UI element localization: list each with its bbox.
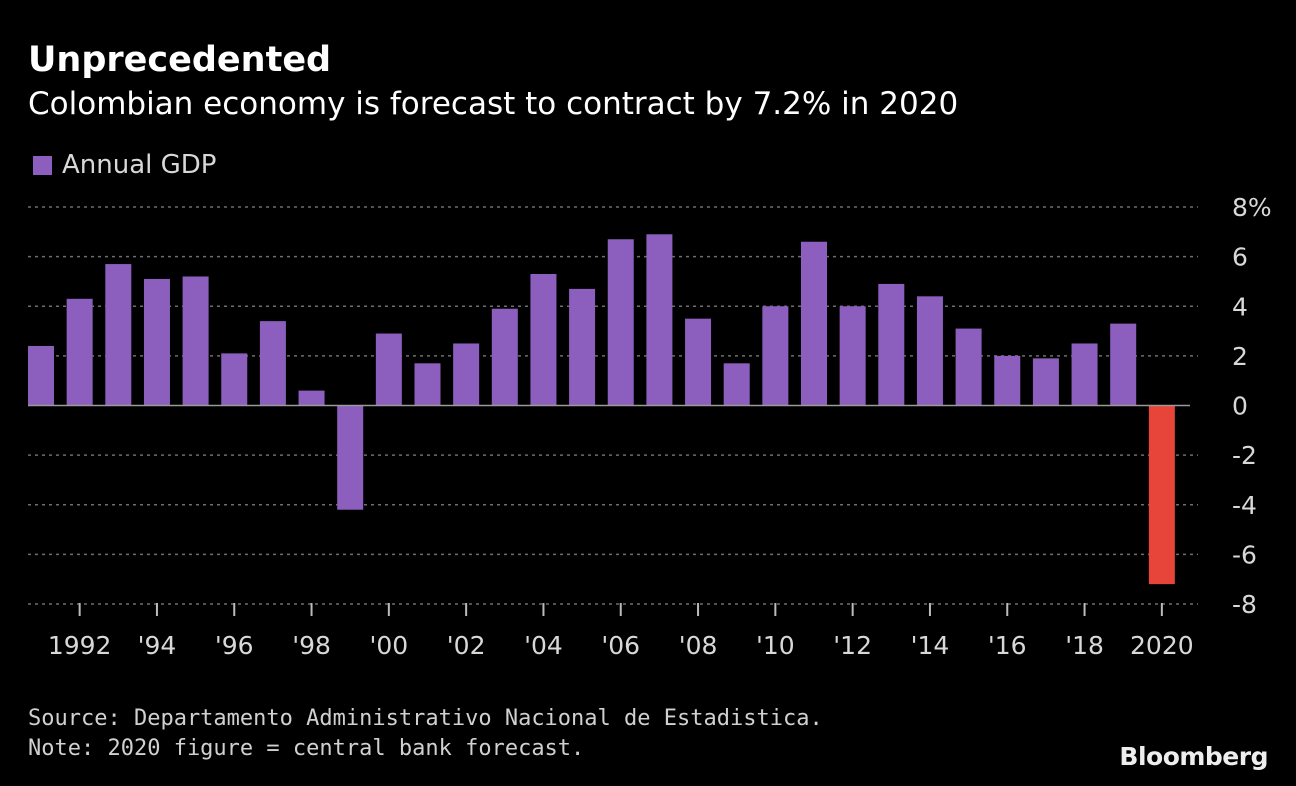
bar-2018 bbox=[1071, 343, 1098, 406]
bar-2019 bbox=[1110, 323, 1137, 406]
bloomberg-logo: Bloomberg bbox=[1119, 742, 1268, 771]
x-tick-label: '18 bbox=[1065, 631, 1104, 660]
footer: Source: Departamento Administrativo Naci… bbox=[28, 704, 823, 764]
x-tick-label: '12 bbox=[833, 631, 872, 660]
y-tick-label: 4 bbox=[1232, 292, 1248, 321]
bar-2002 bbox=[453, 343, 480, 406]
bar-2000 bbox=[375, 333, 402, 406]
bar-2007 bbox=[646, 234, 673, 406]
bar-1992 bbox=[66, 298, 93, 406]
bar-2001 bbox=[414, 363, 441, 406]
x-tick-label: 1992 bbox=[48, 631, 112, 660]
source-note: Source: Departamento Administrativo Naci… bbox=[28, 706, 823, 731]
x-tick-label: '02 bbox=[447, 631, 486, 660]
bar-1996 bbox=[221, 353, 248, 406]
bar-2017 bbox=[1032, 358, 1059, 406]
bar-2010 bbox=[762, 306, 789, 406]
x-tick-label: '98 bbox=[292, 631, 331, 660]
x-tick-label: '04 bbox=[524, 631, 563, 660]
bar-1997 bbox=[259, 321, 286, 406]
y-tick-label: -2 bbox=[1232, 441, 1257, 470]
axes: 8% 6 4 2 0 -2 -4 -6 -8 1992 '94 '96 '98 '00 '02 '04 '06 '… bbox=[28, 193, 1272, 660]
chart-subtitle: Colombian economy is forecast to contrac… bbox=[28, 86, 959, 122]
bar-2016 bbox=[994, 355, 1021, 406]
x-tick-label: '08 bbox=[679, 631, 718, 660]
y-tick-label: 0 bbox=[1232, 392, 1248, 421]
x-tick-label: '06 bbox=[601, 631, 640, 660]
bar-1995 bbox=[182, 276, 209, 406]
y-tick-label: -4 bbox=[1232, 491, 1257, 520]
forecast-note: Note: 2020 figure = central bank forecas… bbox=[28, 736, 585, 761]
y-tick-label: -8 bbox=[1232, 590, 1257, 619]
bar-2003 bbox=[491, 308, 518, 406]
x-tick-label: '16 bbox=[988, 631, 1027, 660]
bar-1994 bbox=[143, 278, 170, 406]
x-tick-label: 2020 bbox=[1130, 631, 1194, 660]
bar-2012 bbox=[839, 306, 866, 406]
x-tick-label: '10 bbox=[756, 631, 795, 660]
bar-1999 bbox=[337, 405, 364, 510]
bar-2008 bbox=[685, 318, 712, 406]
bar-2014 bbox=[916, 296, 943, 406]
x-tick-label: '96 bbox=[215, 631, 254, 660]
bar-2011 bbox=[801, 241, 827, 406]
bar-2009 bbox=[723, 363, 750, 406]
x-tick-label: '94 bbox=[138, 631, 177, 660]
bar-2013 bbox=[878, 283, 905, 406]
x-tick-label: '14 bbox=[911, 631, 950, 660]
chart-title: Unprecedented bbox=[28, 40, 332, 80]
bar-1993 bbox=[105, 264, 132, 406]
bar-2004 bbox=[530, 273, 557, 406]
legend-swatch bbox=[33, 155, 52, 175]
bar-2015 bbox=[955, 328, 982, 406]
bar-2006 bbox=[607, 239, 634, 406]
y-tick-label: 6 bbox=[1232, 243, 1248, 272]
bars bbox=[28, 234, 1175, 585]
y-tick-label: 8% bbox=[1232, 193, 1272, 222]
bar-1991 bbox=[28, 345, 54, 406]
bar-1998 bbox=[298, 390, 325, 406]
y-tick-label: 2 bbox=[1232, 342, 1248, 371]
legend-label-annual-gdp: Annual GDP bbox=[62, 150, 217, 180]
x-tick-label: '00 bbox=[370, 631, 409, 660]
y-tick-label: -6 bbox=[1232, 540, 1257, 569]
bar-2020 bbox=[1148, 405, 1175, 585]
legend: Annual GDP bbox=[33, 150, 217, 180]
bar-chart: 8% 6 4 2 0 -2 -4 -6 -8 1992 '94 '96 '98 '00 '02 '04 '06 '… bbox=[28, 193, 1272, 660]
bar-2005 bbox=[569, 288, 596, 406]
